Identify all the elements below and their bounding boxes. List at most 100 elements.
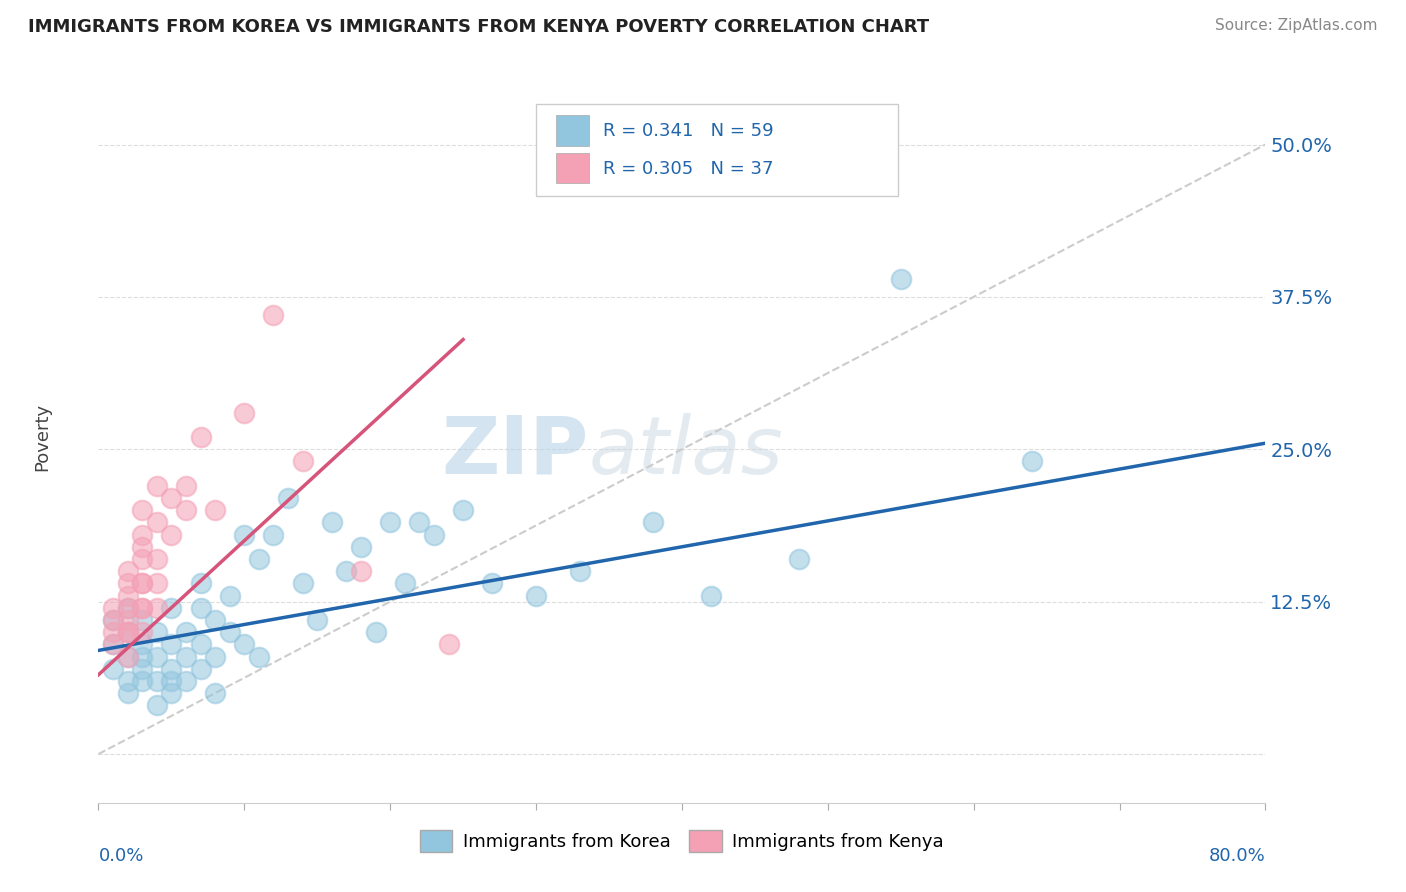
Point: [117, 686, 139, 700]
Point: [233, 637, 256, 651]
Point: [1021, 454, 1043, 468]
Point: [380, 516, 402, 530]
Point: [117, 600, 139, 615]
Point: [190, 662, 212, 676]
Point: [131, 576, 153, 591]
Point: [101, 662, 124, 676]
Text: 0.0%: 0.0%: [98, 847, 143, 864]
Point: [437, 637, 460, 651]
Text: Poverty: Poverty: [34, 403, 52, 471]
Point: [394, 576, 416, 591]
Point: [262, 527, 284, 541]
Point: [190, 600, 212, 615]
Point: [160, 527, 183, 541]
Point: [218, 625, 240, 640]
Point: [101, 613, 124, 627]
Point: [117, 600, 139, 615]
FancyBboxPatch shape: [555, 153, 589, 183]
Point: [117, 564, 139, 578]
Point: [117, 649, 139, 664]
Point: [131, 673, 153, 688]
Text: Source: ZipAtlas.com: Source: ZipAtlas.com: [1215, 18, 1378, 33]
Point: [174, 649, 197, 664]
Point: [233, 406, 256, 420]
Point: [160, 600, 183, 615]
Point: [190, 430, 212, 444]
Point: [131, 649, 153, 664]
Point: [131, 576, 153, 591]
Point: [131, 527, 153, 541]
Point: [364, 625, 387, 640]
Point: [146, 698, 169, 713]
Point: [174, 625, 197, 640]
Point: [568, 564, 591, 578]
Point: [277, 491, 299, 505]
Point: [204, 649, 226, 664]
Point: [423, 527, 446, 541]
Point: [350, 540, 373, 554]
Point: [131, 503, 153, 517]
Point: [146, 516, 169, 530]
Point: [408, 516, 430, 530]
Point: [131, 637, 153, 651]
Point: [117, 589, 139, 603]
Text: 80.0%: 80.0%: [1209, 847, 1265, 864]
Text: atlas: atlas: [589, 413, 783, 491]
Point: [101, 600, 124, 615]
Point: [160, 637, 183, 651]
Point: [335, 564, 357, 578]
Point: [321, 516, 343, 530]
Point: [101, 613, 124, 627]
Point: [204, 613, 226, 627]
Point: [160, 673, 183, 688]
Point: [890, 271, 912, 285]
Point: [131, 552, 153, 566]
Point: [350, 564, 373, 578]
Point: [117, 673, 139, 688]
FancyBboxPatch shape: [555, 115, 589, 146]
Point: [131, 613, 153, 627]
Point: [247, 552, 270, 566]
Point: [190, 637, 212, 651]
Point: [233, 527, 256, 541]
Point: [291, 454, 314, 468]
Point: [307, 613, 329, 627]
Point: [146, 649, 169, 664]
Point: [291, 576, 314, 591]
FancyBboxPatch shape: [536, 104, 898, 195]
Point: [117, 625, 139, 640]
Point: [700, 589, 723, 603]
Legend: Immigrants from Korea, Immigrants from Kenya: Immigrants from Korea, Immigrants from K…: [412, 823, 952, 860]
Point: [117, 625, 139, 640]
Point: [117, 649, 139, 664]
Point: [218, 589, 240, 603]
Point: [146, 600, 169, 615]
Point: [190, 576, 212, 591]
Point: [160, 686, 183, 700]
Point: [117, 576, 139, 591]
Point: [524, 589, 547, 603]
Point: [131, 540, 153, 554]
Point: [174, 673, 197, 688]
Text: R = 0.305   N = 37: R = 0.305 N = 37: [603, 160, 773, 178]
Point: [481, 576, 503, 591]
Point: [451, 503, 474, 517]
Point: [117, 613, 139, 627]
Point: [117, 625, 139, 640]
Point: [247, 649, 270, 664]
Point: [131, 625, 153, 640]
Point: [641, 516, 664, 530]
Text: R = 0.341   N = 59: R = 0.341 N = 59: [603, 122, 773, 140]
Point: [146, 576, 169, 591]
Point: [146, 479, 169, 493]
Point: [101, 637, 124, 651]
Point: [160, 491, 183, 505]
Point: [131, 600, 153, 615]
Point: [131, 600, 153, 615]
Point: [146, 673, 169, 688]
Point: [262, 308, 284, 322]
Point: [146, 625, 169, 640]
Point: [204, 503, 226, 517]
Point: [204, 686, 226, 700]
Point: [174, 503, 197, 517]
